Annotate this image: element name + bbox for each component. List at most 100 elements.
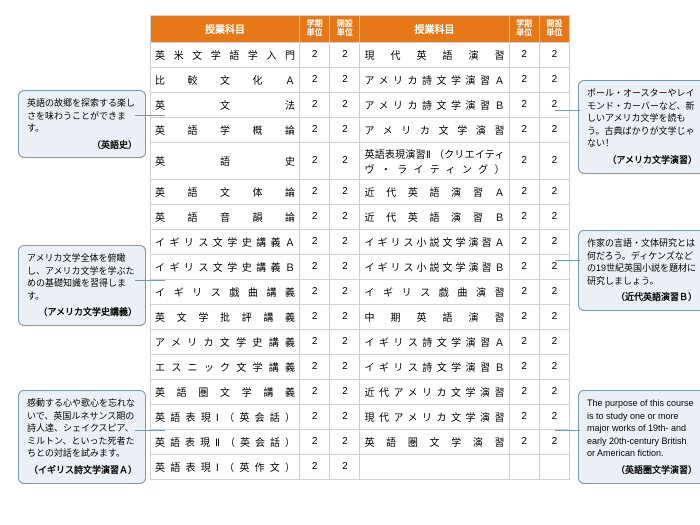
unit-cell: 2 xyxy=(509,354,539,379)
unit-cell: 2 xyxy=(539,429,569,454)
callout-title: （アメリカ文学史講義） xyxy=(27,306,137,319)
unit-cell: 2 xyxy=(539,354,569,379)
subject-cell: イギリス小説文学演習Ａ xyxy=(360,229,509,254)
header-unit1-left: 学期 単位 xyxy=(300,16,330,43)
callout-text: 作家の言語・文体研究とは何だろう。ディケンズなどの19世紀英国小説を題材に研究し… xyxy=(587,237,697,287)
subject-cell: 近代アメリカ文学演習 xyxy=(360,379,509,404)
subject-cell: イギリス小説文学演習Ｂ xyxy=(360,254,509,279)
unit-cell: 2 xyxy=(330,329,360,354)
table-row: 英語学概論22アメリカ文学演習22 xyxy=(151,117,570,142)
subject-cell xyxy=(360,454,509,479)
header-unit2-right: 開設 単位 xyxy=(539,16,569,43)
unit-cell: 2 xyxy=(509,204,539,229)
unit-cell: 2 xyxy=(300,42,330,67)
unit-cell: 2 xyxy=(300,254,330,279)
callout-text: アメリカ文学全体を俯瞰し、アメリカ文学を学ぶための基礎知識を習得します。 xyxy=(27,252,137,302)
unit-cell: 2 xyxy=(300,279,330,304)
connector-line xyxy=(135,430,165,431)
table-row: 比較文化Ａ22アメリカ詩文学演習Ａ22 xyxy=(151,67,570,92)
unit-cell: 2 xyxy=(330,92,360,117)
unit-cell: 2 xyxy=(330,354,360,379)
subject-cell: 英語表現Ⅱ（英会話） xyxy=(151,429,300,454)
unit-cell: 2 xyxy=(300,142,330,179)
subject-cell: 英語圏文学演習 xyxy=(360,429,509,454)
subject-cell: アメリカ文学史講義 xyxy=(151,329,300,354)
callout: 英語の故郷を探索する楽しさを味わうことができます。（英語史） xyxy=(18,90,146,158)
callout-title: （英語圏文学演習） xyxy=(587,464,697,477)
header-subject-left: 授業科目 xyxy=(151,16,300,43)
table-row: エスニック文学講義22イギリス詩文学演習Ｂ22 xyxy=(151,354,570,379)
unit-cell: 2 xyxy=(300,304,330,329)
subject-cell: 英米文学語学入門 xyxy=(151,42,300,67)
unit-cell: 2 xyxy=(330,429,360,454)
unit-cell: 2 xyxy=(509,379,539,404)
table-row: 英文学批評講義22中期英語演習22 xyxy=(151,304,570,329)
subject-cell: アメリカ文学演習 xyxy=(360,117,509,142)
unit-cell: 2 xyxy=(509,117,539,142)
unit-cell xyxy=(539,454,569,479)
table-row: 英文法22アメリカ詩文学演習Ｂ22 xyxy=(151,92,570,117)
unit-cell: 2 xyxy=(330,142,360,179)
subject-cell: 英語表現演習Ⅱ （クリエイティヴ・ライティング） xyxy=(360,142,509,179)
header-unit1-right: 学期 単位 xyxy=(509,16,539,43)
callout-title: （近代英語演習Ｂ） xyxy=(587,291,697,304)
table-row: 英語史22英語表現演習Ⅱ （クリエイティヴ・ライティング）22 xyxy=(151,142,570,179)
connector-line xyxy=(135,280,165,281)
unit-cell: 2 xyxy=(300,329,330,354)
unit-cell: 2 xyxy=(330,404,360,429)
subject-cell: アメリカ詩文学演習Ｂ xyxy=(360,92,509,117)
unit-cell: 2 xyxy=(539,42,569,67)
table-row: イギリス文学史講義Ａ22イギリス小説文学演習Ａ22 xyxy=(151,229,570,254)
unit-cell: 2 xyxy=(300,67,330,92)
callout-text: 英語の故郷を探索する楽しさを味わうことができます。 xyxy=(27,97,137,135)
unit-cell: 2 xyxy=(539,179,569,204)
unit-cell: 2 xyxy=(509,92,539,117)
table-row: 英語表現Ⅰ（英作文）22 xyxy=(151,454,570,479)
unit-cell: 2 xyxy=(509,404,539,429)
callout-title: （イギリス詩文学演習Ａ） xyxy=(27,464,137,477)
unit-cell: 2 xyxy=(300,454,330,479)
header-subject-right: 授業科目 xyxy=(360,16,509,43)
connector-line xyxy=(555,260,580,261)
unit-cell: 2 xyxy=(300,429,330,454)
unit-cell: 2 xyxy=(300,204,330,229)
unit-cell: 2 xyxy=(330,454,360,479)
unit-cell: 2 xyxy=(539,404,569,429)
unit-cell: 2 xyxy=(539,379,569,404)
subject-cell: イギリス詩文学演習Ｂ xyxy=(360,354,509,379)
unit-cell: 2 xyxy=(330,67,360,92)
unit-cell: 2 xyxy=(300,92,330,117)
unit-cell: 2 xyxy=(509,429,539,454)
unit-cell: 2 xyxy=(509,67,539,92)
subject-cell: 英語表現Ⅰ（英作文） xyxy=(151,454,300,479)
unit-cell: 2 xyxy=(330,42,360,67)
unit-cell: 2 xyxy=(330,179,360,204)
connector-line xyxy=(135,115,165,116)
subject-cell: 近代英語演習Ａ xyxy=(360,179,509,204)
connector-line xyxy=(555,430,580,431)
subject-cell: 英語圏文学講義 xyxy=(151,379,300,404)
unit-cell: 2 xyxy=(509,304,539,329)
unit-cell: 2 xyxy=(509,229,539,254)
callout: The purpose of this course is to study o… xyxy=(578,390,700,484)
unit-cell: 2 xyxy=(330,304,360,329)
unit-cell: 2 xyxy=(509,42,539,67)
unit-cell: 2 xyxy=(330,229,360,254)
unit-cell: 2 xyxy=(509,142,539,179)
unit-cell: 2 xyxy=(539,329,569,354)
connector-line xyxy=(555,110,580,111)
unit-cell: 2 xyxy=(330,379,360,404)
unit-cell: 2 xyxy=(330,254,360,279)
unit-cell: 2 xyxy=(509,254,539,279)
unit-cell: 2 xyxy=(330,204,360,229)
unit-cell: 2 xyxy=(539,279,569,304)
callout-text: The purpose of this course is to study o… xyxy=(587,397,697,460)
unit-cell: 2 xyxy=(300,179,330,204)
unit-cell: 2 xyxy=(509,329,539,354)
table-row: イギリス戯曲講義22イギリス戯曲演習22 xyxy=(151,279,570,304)
table-row: 英語表現Ⅰ（英会話）22現代アメリカ文学演習22 xyxy=(151,404,570,429)
unit-cell: 2 xyxy=(509,179,539,204)
subject-cell: イギリス戯曲講義 xyxy=(151,279,300,304)
callout: ポール・オースターやレイモンド・カーバーなど、新しいアメリカ文学を読もう。古典ば… xyxy=(578,80,700,174)
unit-cell: 2 xyxy=(539,67,569,92)
